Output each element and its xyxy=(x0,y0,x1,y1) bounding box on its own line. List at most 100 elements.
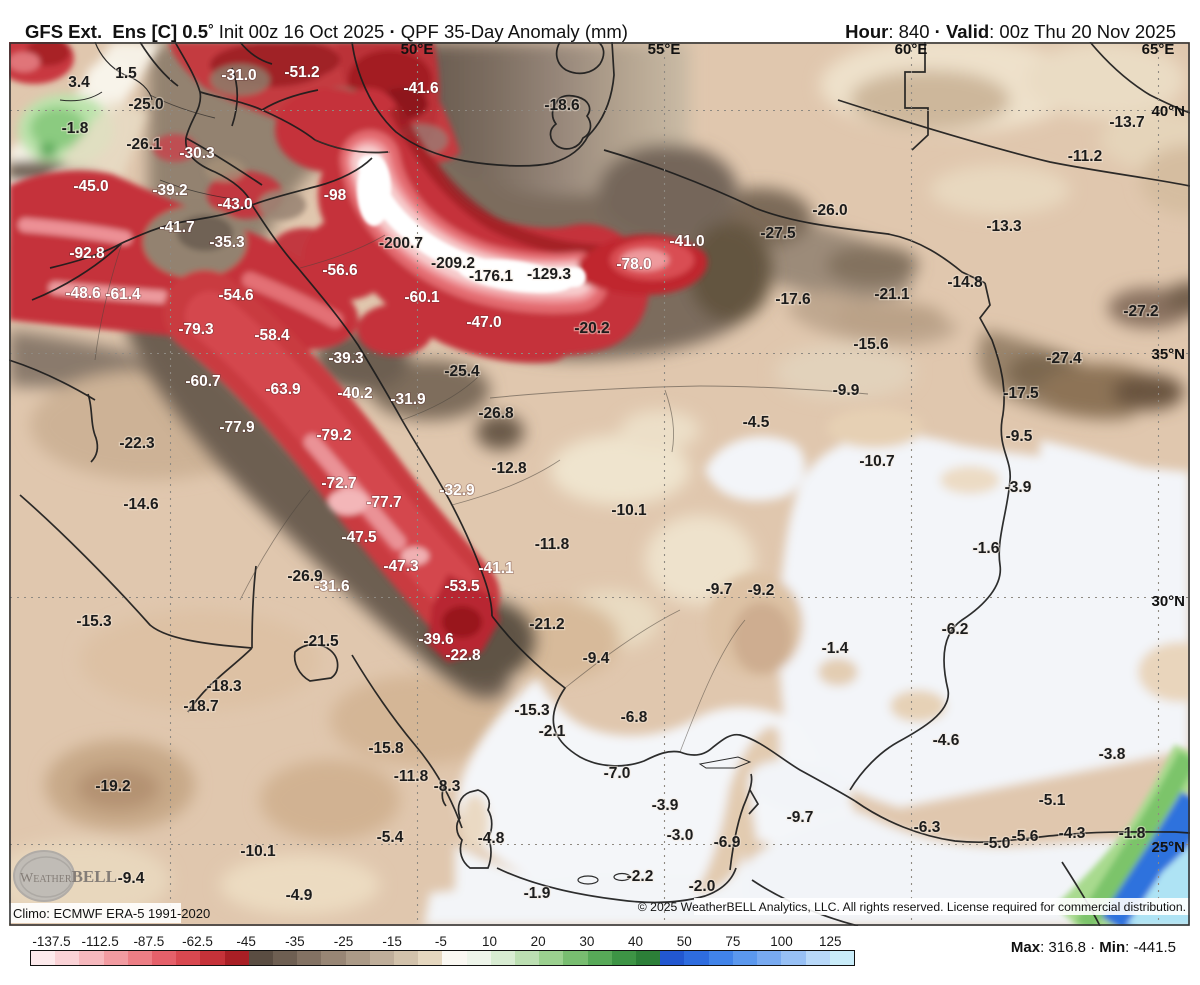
svg-text:-5.6: -5.6 xyxy=(1012,828,1039,845)
svg-text:-4.5: -4.5 xyxy=(743,414,770,431)
svg-text:40°N: 40°N xyxy=(1151,103,1185,120)
svg-text:-58.4: -58.4 xyxy=(254,327,290,344)
svg-text:-30.3: -30.3 xyxy=(179,145,215,162)
svg-text:-15.6: -15.6 xyxy=(853,336,889,353)
svg-text:-9.4: -9.4 xyxy=(583,650,610,667)
svg-text:-15.3: -15.3 xyxy=(514,702,550,719)
svg-text:-3.8: -3.8 xyxy=(1099,746,1126,763)
svg-text:-1.6: -1.6 xyxy=(973,540,1000,557)
svg-text:-72.7: -72.7 xyxy=(321,475,356,492)
svg-text:-25.0: -25.0 xyxy=(128,96,163,113)
svg-text:-21.1: -21.1 xyxy=(874,286,910,303)
svg-text:-79.2: -79.2 xyxy=(316,427,351,444)
svg-text:-39.3: -39.3 xyxy=(328,350,364,367)
svg-text:-1.8: -1.8 xyxy=(62,120,89,137)
svg-text:-60.7: -60.7 xyxy=(185,373,220,390)
svg-text:-1.8: -1.8 xyxy=(1119,825,1146,842)
svg-text:-17.6: -17.6 xyxy=(775,291,811,308)
svg-text:-6.2: -6.2 xyxy=(942,621,969,638)
svg-text:-9.5: -9.5 xyxy=(1006,428,1033,445)
svg-text:-26.9: -26.9 xyxy=(287,568,323,585)
svg-text:-14.6: -14.6 xyxy=(123,496,159,513)
svg-text:-25.4: -25.4 xyxy=(444,363,480,380)
svg-text:-56.6: -56.6 xyxy=(322,262,358,279)
svg-text:65°E: 65°E xyxy=(1142,42,1175,58)
svg-text:-9.7: -9.7 xyxy=(706,581,733,598)
svg-text:-43.0: -43.0 xyxy=(217,196,252,213)
svg-text:-1.9: -1.9 xyxy=(524,885,551,902)
svg-text:-4.9: -4.9 xyxy=(286,887,313,904)
svg-text:25°N: 25°N xyxy=(1151,839,1185,856)
svg-text:50°E: 50°E xyxy=(401,42,434,58)
svg-text:-26.1: -26.1 xyxy=(126,136,162,153)
svg-text:-13.3: -13.3 xyxy=(986,218,1022,235)
svg-text:-14.8: -14.8 xyxy=(947,274,983,291)
svg-text:-5.4: -5.4 xyxy=(377,829,404,846)
svg-text:-2.2: -2.2 xyxy=(627,868,654,885)
svg-text:-47.3: -47.3 xyxy=(383,558,419,575)
svg-text:-47.5: -47.5 xyxy=(341,529,377,546)
svg-text:-9.2: -9.2 xyxy=(748,582,775,599)
svg-text:-3.9: -3.9 xyxy=(652,797,679,814)
svg-text:-77.9: -77.9 xyxy=(219,419,255,436)
svg-text:-10.1: -10.1 xyxy=(611,502,647,519)
svg-text:-18.7: -18.7 xyxy=(183,698,218,715)
svg-text:55°E: 55°E xyxy=(648,42,681,58)
svg-text:-13.7: -13.7 xyxy=(1109,114,1144,131)
svg-text:-45.0: -45.0 xyxy=(73,178,108,195)
svg-text:-51.2: -51.2 xyxy=(284,64,319,81)
svg-text:-27.2: -27.2 xyxy=(1123,303,1158,320)
svg-text:-22.3: -22.3 xyxy=(119,435,155,452)
svg-text:-7.0: -7.0 xyxy=(604,765,631,782)
svg-text:-129.3: -129.3 xyxy=(527,266,571,283)
svg-text:-2.1: -2.1 xyxy=(539,723,566,740)
svg-text:-35.3: -35.3 xyxy=(209,234,245,251)
svg-text:-5.1: -5.1 xyxy=(1039,792,1066,809)
svg-text:-6.3: -6.3 xyxy=(914,819,941,836)
svg-text:35°N: 35°N xyxy=(1151,346,1185,363)
svg-text:-4.8: -4.8 xyxy=(478,830,505,847)
svg-text:-15.8: -15.8 xyxy=(368,740,404,757)
svg-text:-31.9: -31.9 xyxy=(390,391,426,408)
svg-text:-8.3: -8.3 xyxy=(434,778,461,795)
svg-text:-48.6: -48.6 xyxy=(65,285,101,302)
svg-text:-21.5: -21.5 xyxy=(303,633,339,650)
svg-text:-20.2: -20.2 xyxy=(574,320,609,337)
svg-text:-3.0: -3.0 xyxy=(667,827,694,844)
svg-text:-27.4: -27.4 xyxy=(1046,350,1082,367)
svg-text:-61.4: -61.4 xyxy=(105,286,141,303)
svg-text:-12.8: -12.8 xyxy=(491,460,527,477)
svg-text:-10.7: -10.7 xyxy=(859,453,894,470)
svg-text:-18.3: -18.3 xyxy=(206,678,242,695)
svg-text:1.5: 1.5 xyxy=(115,65,137,82)
svg-text:-41.7: -41.7 xyxy=(159,219,194,236)
svg-text:Climo: ECMWF ERA-5 1991-2020: Climo: ECMWF ERA-5 1991-2020 xyxy=(13,906,210,921)
svg-text:-47.0: -47.0 xyxy=(466,314,501,331)
svg-text:-19.2: -19.2 xyxy=(95,778,130,795)
svg-text:-9.4: -9.4 xyxy=(118,870,145,887)
svg-text:-54.6: -54.6 xyxy=(218,287,254,304)
svg-text:-2.0: -2.0 xyxy=(689,878,716,895)
svg-text:-3.9: -3.9 xyxy=(1005,479,1032,496)
svg-text:-32.9: -32.9 xyxy=(439,482,475,499)
svg-text:-41.0: -41.0 xyxy=(669,233,704,250)
svg-text:-11.8: -11.8 xyxy=(394,768,429,785)
svg-text:-4.3: -4.3 xyxy=(1059,825,1086,842)
svg-text:-26.0: -26.0 xyxy=(812,202,847,219)
svg-text:-22.8: -22.8 xyxy=(445,647,481,664)
svg-text:-15.3: -15.3 xyxy=(76,613,112,630)
svg-text:-60.1: -60.1 xyxy=(404,289,440,306)
svg-text:-11.8: -11.8 xyxy=(535,536,570,553)
svg-text:-41.1: -41.1 xyxy=(478,560,514,577)
svg-text:3.4: 3.4 xyxy=(68,74,90,91)
svg-text:-79.3: -79.3 xyxy=(178,321,214,338)
svg-text:-9.9: -9.9 xyxy=(833,382,860,399)
svg-text:-31.0: -31.0 xyxy=(221,67,256,84)
svg-text:-63.9: -63.9 xyxy=(265,381,301,398)
svg-text:60°E: 60°E xyxy=(895,42,928,58)
svg-text:-21.2: -21.2 xyxy=(529,616,564,633)
svg-text:-4.6: -4.6 xyxy=(933,732,960,749)
svg-text:-39.2: -39.2 xyxy=(152,182,187,199)
svg-text:30°N: 30°N xyxy=(1151,593,1185,610)
svg-text:-6.9: -6.9 xyxy=(714,834,741,851)
